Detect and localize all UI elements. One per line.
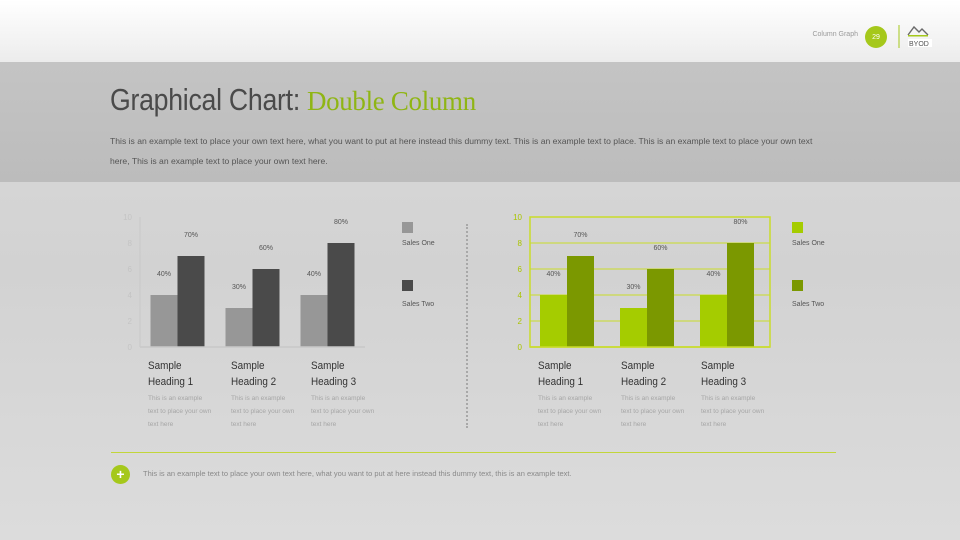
left-bar-1-series-1 xyxy=(150,295,178,347)
y-tick-label: 6 xyxy=(518,265,523,274)
right-bar-2-series-2 xyxy=(647,269,674,347)
right-data-label-2-1: 30% xyxy=(626,284,640,291)
plus-icon: + xyxy=(111,465,130,484)
left-heading-1: Sample Heading 1 xyxy=(148,360,194,388)
right-legend-label-two: Sales Two xyxy=(792,301,825,308)
right-bar-3-series-2 xyxy=(727,243,754,347)
right-heading-1: Sample Heading 1 xyxy=(538,360,584,388)
y-tick-label: 4 xyxy=(518,291,523,300)
top-bar: Column Graph 29 BYOD xyxy=(0,0,960,62)
left-data-label-3-1: 40% xyxy=(307,271,321,278)
left-bar-3-series-1 xyxy=(300,295,328,347)
right-legend-label-one: Sales One xyxy=(792,240,825,247)
left-legend-swatch-one xyxy=(402,222,413,233)
left-data-label-1-1: 40% xyxy=(157,271,171,278)
intro-paragraph: This is an example text to place your ow… xyxy=(110,136,813,166)
left-bar-2-series-2 xyxy=(252,269,280,347)
y-tick-label: 4 xyxy=(128,291,133,300)
footer-text: This is an example text to place your ow… xyxy=(143,469,572,478)
left-bar-2-series-1 xyxy=(225,308,253,347)
left-data-label-1-2: 70% xyxy=(184,232,198,239)
right-data-label-3-1: 40% xyxy=(706,271,720,278)
right-heading-3-text: This is an example text to place your ow… xyxy=(701,395,765,428)
left-legend-label-one: Sales One xyxy=(402,240,435,247)
left-legend-swatch-two xyxy=(402,280,413,291)
right-bar-3-series-1 xyxy=(700,295,727,347)
page-number-badge: 29 xyxy=(865,26,887,48)
y-tick-label: 0 xyxy=(518,343,523,352)
y-tick-label: 8 xyxy=(128,239,133,248)
right-heading-3: Sample Heading 3 xyxy=(701,360,747,388)
y-tick-label: 0 xyxy=(128,343,133,352)
y-tick-label: 8 xyxy=(518,239,523,248)
right-data-label-2-2: 60% xyxy=(653,245,667,252)
right-data-label-1-1: 40% xyxy=(546,271,560,278)
logo-icon: BYOD xyxy=(898,25,932,48)
chart-divider xyxy=(466,224,468,428)
left-data-label-2-1: 30% xyxy=(232,284,246,291)
title-accent: Double Column xyxy=(307,86,477,116)
right-data-label-1-2: 70% xyxy=(573,232,587,239)
right-legend-swatch-two xyxy=(792,280,803,291)
left-data-label-3-2: 80% xyxy=(334,219,348,226)
right-bar-2-series-1 xyxy=(620,308,647,347)
right-heading-2: Sample Heading 2 xyxy=(621,360,667,388)
y-tick-label: 2 xyxy=(128,317,133,326)
right-bar-1-series-1 xyxy=(540,295,567,347)
right-column-chart: 0 2 4 6 8 10 40% 70% 30% 60% 40% 80% xyxy=(513,213,771,352)
y-tick-label: 10 xyxy=(513,213,522,222)
left-heading-3-text: This is an example text to place your ow… xyxy=(311,395,375,428)
left-column-chart: 0 2 4 6 8 10 40% 70% 30% 60% 40% 80% xyxy=(123,213,365,352)
left-heading-2-text: This is an example text to place your ow… xyxy=(231,395,295,428)
left-bar-3-series-2 xyxy=(327,243,355,347)
left-bar-1-series-2 xyxy=(177,256,205,347)
left-legend-label-two: Sales Two xyxy=(402,301,435,308)
logo-text: BYOD xyxy=(909,41,929,48)
left-heading-1-text: This is an example text to place your ow… xyxy=(148,395,212,428)
y-tick-label: 10 xyxy=(123,213,132,222)
page-label: Column Graph xyxy=(812,31,858,38)
y-tick-label: 6 xyxy=(128,265,133,274)
title-band xyxy=(0,62,960,182)
right-heading-1-text: This is an example text to place your ow… xyxy=(538,395,602,428)
right-data-label-3-2: 80% xyxy=(733,219,747,226)
left-heading-3: Sample Heading 3 xyxy=(311,360,357,388)
y-tick-label: 2 xyxy=(518,317,523,326)
left-heading-2: Sample Heading 2 xyxy=(231,360,277,388)
right-legend-swatch-one xyxy=(792,222,803,233)
left-data-label-2-2: 60% xyxy=(259,245,273,252)
right-bar-1-series-2 xyxy=(567,256,594,347)
right-heading-2-text: This is an example text to place your ow… xyxy=(621,395,685,428)
page-title: Graphical Chart: Double Column xyxy=(110,82,476,118)
title-main: Graphical Chart: xyxy=(110,82,300,117)
footer-divider xyxy=(111,452,836,453)
